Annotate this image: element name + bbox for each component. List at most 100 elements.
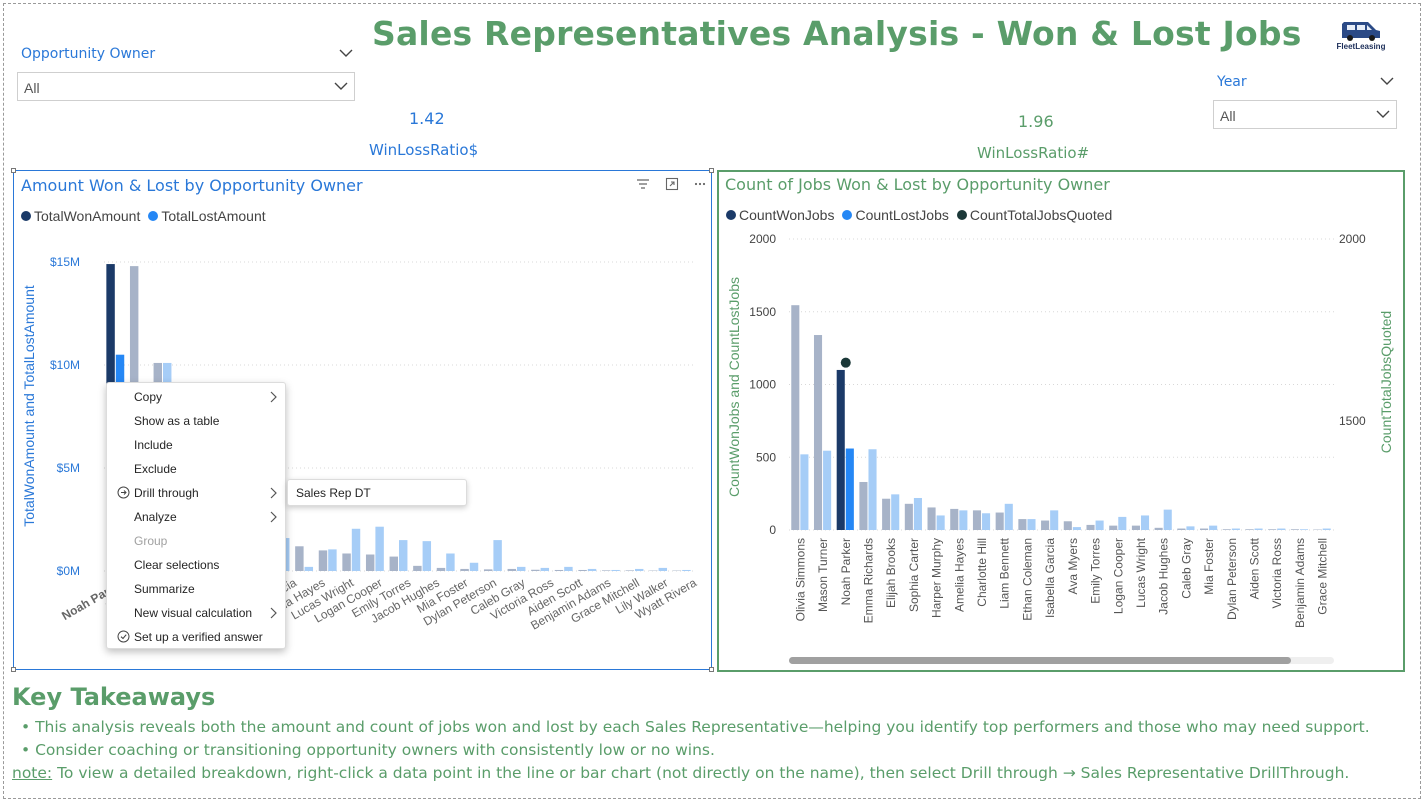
bar-totalwonamount[interactable] <box>507 568 516 571</box>
bar-totalwonamount[interactable] <box>295 546 304 571</box>
bar-countwonjobs[interactable] <box>1041 520 1050 530</box>
bar-countwonjobs[interactable] <box>836 369 845 530</box>
bar-totalwonamount[interactable] <box>531 569 540 571</box>
menu-item-exclude[interactable]: Exclude <box>107 457 287 481</box>
bar-countwonjobs[interactable] <box>1086 524 1095 530</box>
bar-countlostjobs[interactable] <box>1050 510 1059 530</box>
bar-totallostamount[interactable] <box>493 540 502 571</box>
bar-totallostamount[interactable] <box>635 568 644 571</box>
bar-totallostamount[interactable] <box>469 562 479 571</box>
focus-mode-icon[interactable] <box>665 177 679 191</box>
bar-countlostjobs[interactable] <box>1254 528 1263 530</box>
bar-countwonjobs[interactable] <box>1109 525 1118 530</box>
resize-handle[interactable] <box>709 667 714 672</box>
bar-countwonjobs[interactable] <box>1200 528 1209 530</box>
bar-countwonjobs[interactable] <box>1063 521 1072 530</box>
bar-countwonjobs[interactable] <box>1222 529 1231 530</box>
bar-countlostjobs[interactable] <box>1004 503 1013 530</box>
bar-countwonjobs[interactable] <box>859 481 868 530</box>
filter-icon[interactable] <box>636 177 650 191</box>
count-chart-visual[interactable]: Count of Jobs Won & Lost by Opportunity … <box>717 170 1405 672</box>
bar-countwonjobs[interactable] <box>995 512 1004 530</box>
bar-countlostjobs[interactable] <box>936 515 945 530</box>
bar-totalwonamount[interactable] <box>318 550 328 571</box>
bar-countlostjobs[interactable] <box>913 497 922 530</box>
bar-countwonjobs[interactable] <box>1154 527 1163 530</box>
resize-handle[interactable] <box>709 168 714 173</box>
bar-countlostjobs[interactable] <box>1072 527 1081 530</box>
bar-countlostjobs[interactable] <box>1231 528 1240 530</box>
menu-item-copy[interactable]: Copy <box>107 385 287 409</box>
bar-totallostamount[interactable] <box>658 567 668 571</box>
slicer-year-dropdown[interactable]: All <box>1213 100 1397 129</box>
bar-countlostjobs[interactable] <box>823 450 832 530</box>
bar-totallostamount[interactable] <box>351 528 361 571</box>
bar-countwonjobs[interactable] <box>904 503 913 530</box>
bar-totallostamount[interactable] <box>517 566 526 571</box>
bar-totallostamount[interactable] <box>422 541 432 571</box>
legend-item[interactable]: TotalWonAmount <box>21 208 140 224</box>
bar-totalwonamount[interactable] <box>578 569 587 571</box>
point-counttotaljobsquoted[interactable] <box>840 357 851 368</box>
bar-totalwonamount[interactable] <box>625 570 634 571</box>
menu-item-drill-through[interactable]: Drill through <box>107 481 287 505</box>
bar-totalwonamount[interactable] <box>389 556 398 571</box>
bar-totallostamount[interactable] <box>446 553 455 571</box>
menu-item-new-visual-calculation[interactable]: New visual calculation <box>107 601 287 625</box>
count-bar-chart[interactable]: 0 500 1000 1500 2000 1500 2000 CountWonJobs and… <box>719 172 1403 670</box>
legend-item[interactable]: CountLostJobs <box>842 207 949 223</box>
more-options-icon[interactable] <box>693 177 707 191</box>
bar-totalwonamount[interactable] <box>554 569 564 571</box>
amount-chart-visual[interactable]: Amount Won & Lost by Opportunity Owner T… <box>13 170 712 670</box>
slicer-owner-dropdown[interactable]: All <box>17 72 355 101</box>
scrollbar-thumb[interactable] <box>789 657 1291 664</box>
bar-countlostjobs[interactable] <box>1163 509 1172 530</box>
chevron-down-icon[interactable] <box>1380 76 1394 86</box>
legend-item[interactable]: CountWonJobs <box>726 207 834 223</box>
bar-countwonjobs[interactable] <box>927 507 936 530</box>
bar-totalwonamount[interactable] <box>483 569 493 571</box>
menu-item-clear-selections[interactable]: Clear selections <box>107 553 287 577</box>
bar-totalwonamount[interactable] <box>342 553 351 571</box>
bar-totallostamount[interactable] <box>304 566 314 571</box>
bar-countwonjobs[interactable] <box>791 305 800 530</box>
menu-item-analyze[interactable]: Analyze <box>107 505 287 529</box>
bar-countlostjobs[interactable] <box>1299 529 1309 530</box>
drill-through-submenu[interactable]: Sales Rep DT <box>287 479 467 506</box>
bar-totallostamount[interactable] <box>328 549 337 571</box>
bar-countlostjobs[interactable] <box>1095 520 1104 530</box>
bar-totallostamount[interactable] <box>564 566 573 571</box>
bar-countlostjobs[interactable] <box>1277 528 1286 530</box>
bar-countwonjobs[interactable] <box>1177 528 1186 530</box>
bar-countlostjobs[interactable] <box>891 494 900 530</box>
bar-countwonjobs[interactable] <box>1018 519 1027 530</box>
bar-countwonjobs[interactable] <box>1245 529 1254 530</box>
bar-totallostamount[interactable] <box>399 540 408 571</box>
bar-totalwonamount[interactable] <box>436 567 446 571</box>
bar-countlostjobs[interactable] <box>982 513 991 530</box>
bar-countlostjobs[interactable] <box>800 454 809 530</box>
menu-item-show-as-a-table[interactable]: Show as a table <box>107 409 287 433</box>
bar-totallostamount[interactable] <box>682 569 691 571</box>
bar-countwonjobs[interactable] <box>882 498 891 530</box>
bar-countwonjobs[interactable] <box>1290 529 1299 530</box>
bar-countlostjobs[interactable] <box>1209 525 1218 530</box>
bar-countlostjobs[interactable] <box>1027 519 1036 530</box>
bar-totalwonamount[interactable] <box>601 570 611 571</box>
menu-item-include[interactable]: Include <box>107 433 287 457</box>
chevron-down-icon[interactable] <box>339 48 353 58</box>
legend-item[interactable]: TotalLostAmount <box>148 208 266 224</box>
bar-countwonjobs[interactable] <box>972 510 982 530</box>
resize-handle[interactable] <box>11 168 16 173</box>
bar-countwonjobs[interactable] <box>1131 525 1140 530</box>
bar-totallostamount[interactable] <box>611 569 620 571</box>
menu-item-summarize[interactable]: Summarize <box>107 577 287 601</box>
bar-countlostjobs[interactable] <box>868 449 877 530</box>
bar-countlostjobs[interactable] <box>1140 515 1150 530</box>
bar-countwonjobs[interactable] <box>950 508 959 530</box>
bar-totalwonamount[interactable] <box>365 554 375 571</box>
bar-countwonjobs[interactable] <box>813 335 823 530</box>
bar-countlostjobs[interactable] <box>1186 526 1195 530</box>
bar-countwonjobs[interactable] <box>1268 529 1277 530</box>
bar-countlostjobs[interactable] <box>1322 528 1331 530</box>
